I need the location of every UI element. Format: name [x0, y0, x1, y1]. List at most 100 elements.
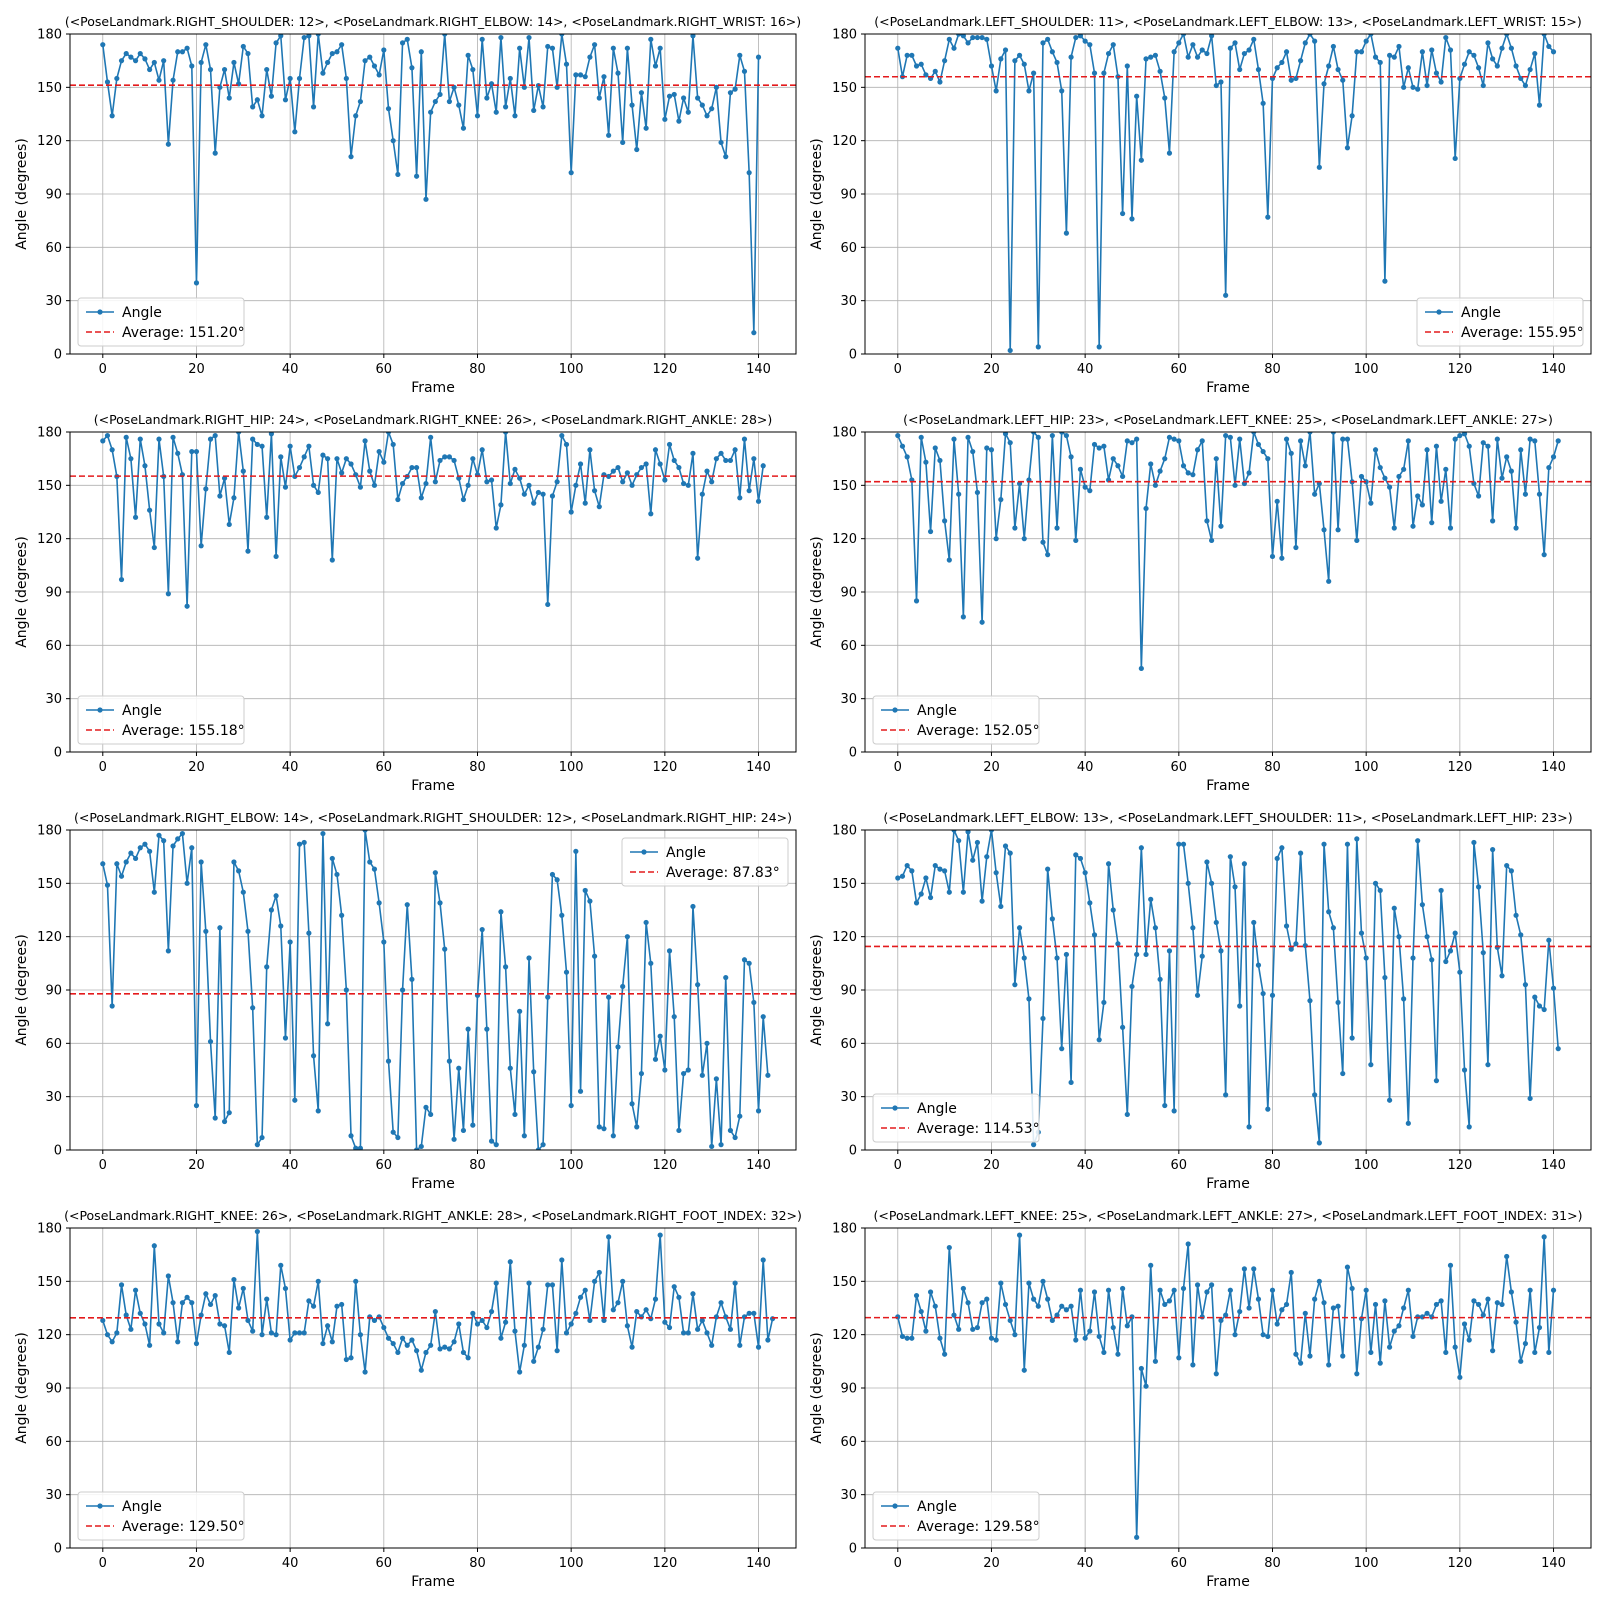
data-point [503, 104, 509, 110]
subplot-2: 0 20 40 60 80 100 120 140 0 30 60 90 120 150 180 (<Pose… [809, 14, 1592, 396]
data-point [1021, 61, 1027, 67]
data-point [1368, 1349, 1374, 1356]
data-point [620, 479, 626, 485]
data-point [1527, 66, 1533, 73]
data-point [259, 113, 265, 119]
data-point [334, 871, 340, 878]
x-tick-label: 140 [1541, 1556, 1566, 1571]
x-tick-label: 60 [1171, 760, 1188, 775]
data-point [1129, 983, 1135, 990]
data-point [1358, 49, 1365, 55]
data-point [577, 72, 584, 78]
x-tick-label: 0 [894, 760, 902, 775]
data-point [1386, 1097, 1393, 1103]
y-tick-label: 90 [45, 1382, 62, 1397]
data-point [123, 1312, 129, 1318]
data-point [1288, 450, 1294, 456]
data-point [1447, 47, 1454, 53]
y-tick-label: 150 [37, 877, 62, 892]
legend: Angle Average: 114.53° [872, 1093, 1040, 1143]
data-point [301, 454, 307, 460]
data-point [1105, 861, 1112, 867]
data-point [676, 464, 682, 471]
data-point [988, 63, 995, 69]
data-point [296, 464, 303, 471]
data-point [559, 912, 565, 918]
data-point [254, 441, 260, 448]
data-point [1002, 47, 1009, 53]
data-point [974, 34, 981, 41]
data-point [240, 889, 246, 895]
y-axis-label: Angle (degrees) [14, 536, 30, 648]
data-point [414, 464, 420, 471]
data-point [1330, 925, 1336, 931]
legend-marker-angle [892, 707, 898, 713]
data-point [1002, 1301, 1009, 1308]
data-point [723, 457, 729, 464]
data-point [634, 1124, 640, 1130]
data-point [1283, 923, 1290, 929]
y-tick-label: 0 [849, 746, 857, 761]
data-point [909, 1335, 915, 1341]
data-point [414, 1147, 420, 1150]
data-point [1283, 1301, 1290, 1308]
data-point [137, 50, 143, 57]
y-tick-label: 0 [54, 348, 62, 363]
y-tick-label: 150 [832, 479, 857, 494]
subplot-1: 0 20 40 60 80 100 120 140 0 30 60 90 120 150 180(<Pose… [14, 14, 801, 396]
data-point [1068, 54, 1074, 60]
x-tick-label: 80 [469, 1556, 486, 1571]
data-point [278, 34, 284, 39]
data-point [1035, 1303, 1041, 1309]
data-point [418, 1143, 424, 1150]
data-point [1335, 66, 1341, 73]
data-point [381, 1324, 387, 1331]
y-axis-label: Angle (degrees) [14, 138, 30, 250]
x-tick-label: 140 [746, 1158, 771, 1173]
data-point [927, 894, 934, 901]
data-point [974, 839, 981, 846]
y-tick-label: 90 [840, 188, 857, 203]
data-point [250, 436, 256, 442]
data-point [1035, 434, 1041, 440]
data-point [1354, 836, 1360, 842]
data-point [301, 839, 307, 846]
data-point [1045, 552, 1051, 558]
x-tick-label: 120 [1447, 760, 1472, 775]
data-point [1419, 49, 1425, 55]
data-point [1536, 102, 1543, 108]
data-point [273, 1332, 279, 1338]
data-point [301, 34, 307, 41]
data-point [362, 438, 368, 444]
data-point [1298, 850, 1304, 856]
data-point [1148, 54, 1154, 60]
data-point [414, 1348, 420, 1354]
data-point [923, 1328, 929, 1334]
data-point [1077, 855, 1084, 862]
y-tick-label: 150 [832, 877, 857, 892]
data-point [648, 36, 654, 42]
data-point [895, 432, 901, 439]
data-point [998, 903, 1004, 910]
data-point [1461, 432, 1468, 437]
y-tick-label: 0 [54, 1144, 62, 1159]
data-point [1326, 578, 1332, 584]
data-point [657, 1033, 663, 1039]
data-point [409, 464, 415, 471]
data-point [535, 1147, 541, 1150]
data-point [1298, 58, 1304, 64]
data-point [974, 489, 981, 496]
data-point [956, 34, 962, 37]
data-point [381, 459, 387, 465]
data-point [240, 468, 246, 474]
data-point [189, 448, 195, 455]
data-point [746, 960, 752, 966]
data-point [1471, 839, 1477, 846]
data-point [606, 132, 612, 138]
data-point [624, 470, 630, 476]
data-point [404, 902, 410, 908]
y-axis-label: Angle (degrees) [809, 138, 825, 250]
subplot-5: 0 20 40 60 80 100 120 140 0 30 60 90 120 150 180 (<Pose… [14, 810, 797, 1192]
data-point [287, 75, 293, 82]
data-point [236, 1305, 242, 1311]
